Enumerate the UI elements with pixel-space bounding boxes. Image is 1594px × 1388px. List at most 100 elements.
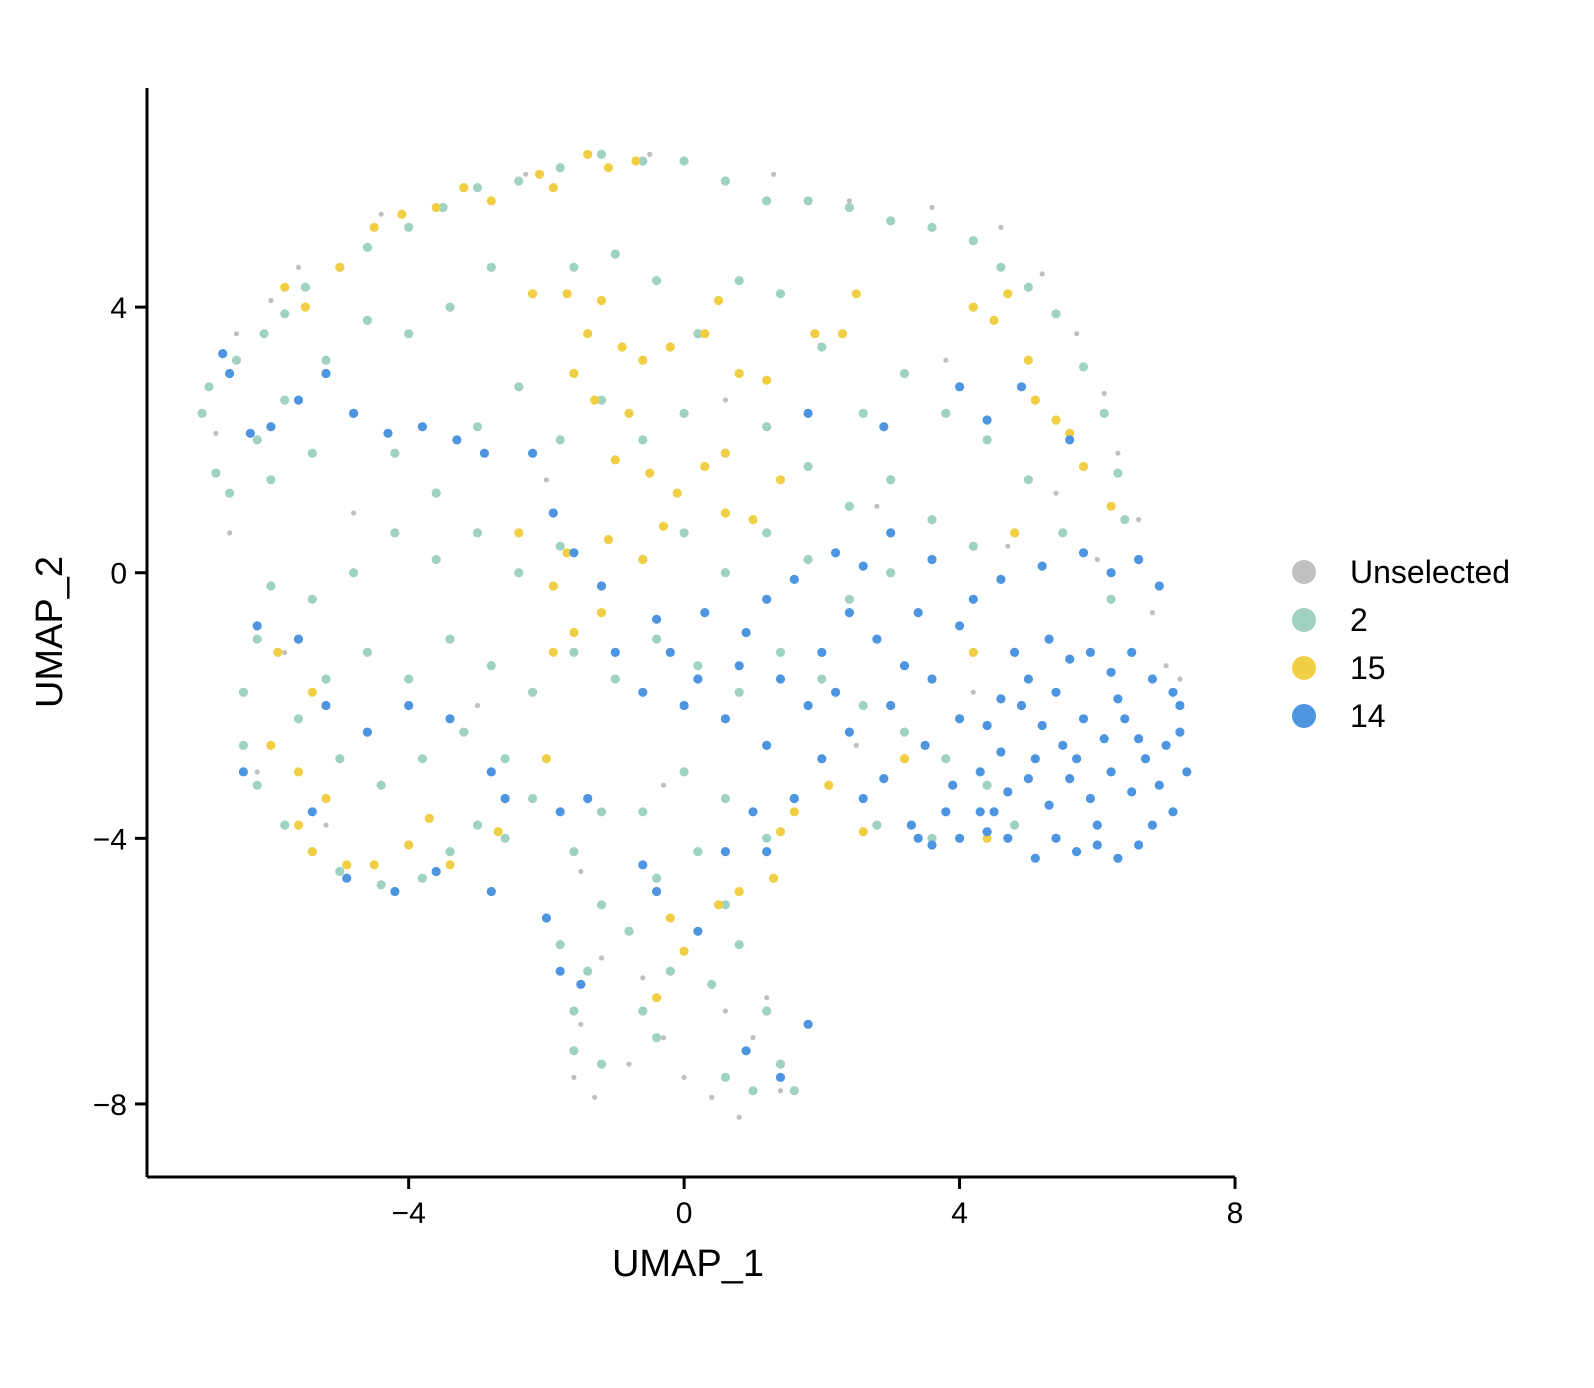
point <box>762 528 772 538</box>
point <box>390 528 400 538</box>
point <box>1023 774 1033 784</box>
point <box>762 375 772 385</box>
point <box>996 694 1006 704</box>
point <box>652 873 662 883</box>
x-tick-label: −4 <box>392 1197 426 1230</box>
point <box>748 515 758 525</box>
point <box>906 820 917 830</box>
point <box>679 700 689 711</box>
point <box>548 647 558 658</box>
point <box>452 435 462 445</box>
legend-item: 2 <box>1292 602 1368 638</box>
point <box>879 422 889 432</box>
x-axis-ticks: −4 0 4 8 <box>392 1177 1243 1230</box>
point <box>777 1088 784 1094</box>
point <box>886 216 896 226</box>
point <box>886 475 896 485</box>
point <box>1106 568 1116 578</box>
point <box>300 282 310 292</box>
point <box>431 488 441 498</box>
point <box>1016 382 1027 392</box>
point <box>252 621 262 631</box>
point <box>596 807 607 817</box>
series-unselected <box>213 151 1183 1120</box>
point <box>500 793 510 804</box>
point <box>720 847 731 857</box>
point <box>293 395 304 405</box>
point <box>982 827 992 837</box>
point <box>929 204 935 211</box>
point <box>293 634 304 644</box>
point <box>1065 428 1075 438</box>
point <box>266 422 276 432</box>
point <box>741 627 751 638</box>
point <box>486 767 496 777</box>
point <box>638 554 648 565</box>
legend-swatch <box>1292 656 1316 680</box>
point <box>569 262 579 272</box>
series-cluster-14 <box>218 349 1192 1082</box>
point <box>1182 767 1192 777</box>
point <box>1051 687 1061 697</box>
point <box>982 780 992 790</box>
point <box>1147 674 1157 684</box>
point <box>307 448 317 458</box>
point <box>1053 490 1059 496</box>
point <box>1175 727 1185 737</box>
point <box>1127 647 1137 658</box>
point <box>555 807 565 817</box>
point <box>321 355 331 365</box>
point <box>982 833 992 843</box>
point <box>610 455 620 465</box>
point <box>404 700 414 711</box>
point <box>417 873 427 883</box>
point <box>307 847 317 857</box>
point <box>927 674 937 684</box>
point <box>1085 647 1095 658</box>
point <box>899 661 910 671</box>
point <box>445 714 455 724</box>
point <box>941 754 951 764</box>
point <box>583 793 593 804</box>
point <box>266 740 276 751</box>
point <box>1058 740 1068 751</box>
point <box>679 946 689 956</box>
point <box>679 767 689 777</box>
point <box>596 149 607 159</box>
point <box>523 171 529 177</box>
point <box>238 740 248 751</box>
point <box>404 674 414 684</box>
point <box>851 289 861 299</box>
point <box>1099 408 1109 418</box>
point <box>1101 390 1107 397</box>
point <box>803 700 813 711</box>
point <box>693 847 703 857</box>
point <box>720 793 731 804</box>
point <box>1039 271 1045 277</box>
point <box>472 528 483 538</box>
point <box>1149 610 1155 616</box>
point <box>596 608 607 618</box>
point <box>252 634 262 644</box>
point <box>803 196 813 206</box>
point <box>989 807 999 817</box>
point <box>652 634 662 644</box>
y-axis-ticks: −8 −4 0 4 <box>93 292 147 1122</box>
point <box>1030 754 1040 764</box>
point <box>273 647 283 658</box>
point <box>831 687 841 697</box>
point <box>734 276 744 286</box>
point <box>722 1008 729 1014</box>
point <box>1136 517 1142 523</box>
point <box>789 793 799 804</box>
point <box>1023 282 1033 292</box>
point <box>968 302 978 312</box>
point <box>307 807 317 817</box>
scatter-points <box>197 149 1192 1120</box>
point <box>323 822 329 828</box>
point <box>603 163 614 173</box>
point <box>968 647 978 658</box>
point <box>879 774 889 784</box>
point <box>1023 674 1033 684</box>
point <box>989 315 999 325</box>
